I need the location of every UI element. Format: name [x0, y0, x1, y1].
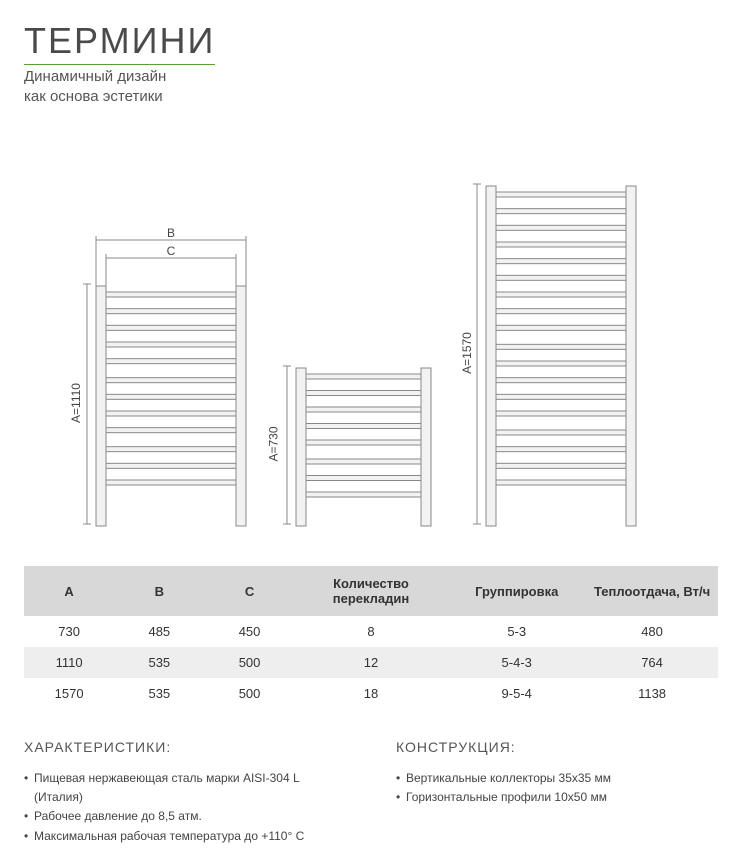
page-title: ТЕРМИНИ	[24, 20, 215, 65]
construction-list: Вертикальные коллекторы 35x35 ммГоризонт…	[396, 769, 718, 807]
table-header-cell: A	[24, 566, 114, 616]
table-header-cell: B	[114, 566, 204, 616]
specs-section: ХАРАКТЕРИСТИКИ: Пищевая нержавеющая стал…	[24, 739, 346, 846]
list-item: Рабочее давление до 8,5 атм.	[24, 807, 346, 826]
radiator-diagrams: BCA=1110 A=730 A=1570	[24, 136, 718, 546]
construction-section: КОНСТРУКЦИЯ: Вертикальные коллекторы 35x…	[396, 739, 718, 846]
table-cell: 8	[295, 616, 448, 647]
construction-title: КОНСТРУКЦИЯ:	[396, 739, 718, 755]
table-cell: 500	[204, 647, 294, 678]
table-cell: 1110	[24, 647, 114, 678]
subtitle-line-1: Динамичный дизайн	[24, 67, 718, 87]
radiator-diagram: BCA=1110	[94, 228, 248, 536]
table-header-cell: Группировка	[447, 566, 586, 616]
radiator-diagram: A=730	[294, 358, 433, 536]
radiator-diagram: A=1570	[484, 176, 638, 536]
list-item: Пищевая нержавеющая сталь марки AISI-304…	[24, 769, 346, 807]
table-header-cell: C	[204, 566, 294, 616]
table-header-row: ABCКоличество перекладинГруппировкаТепло…	[24, 566, 718, 616]
table-row: 1110535500125-4-3764	[24, 647, 718, 678]
table-cell: 450	[204, 616, 294, 647]
list-item: Максимальная рабочая температура до +110…	[24, 827, 346, 846]
detail-sections: ХАРАКТЕРИСТИКИ: Пищевая нержавеющая стал…	[24, 739, 718, 846]
svg-text:C: C	[167, 244, 176, 258]
table-header-cell: Теплоотдача, Вт/ч	[586, 566, 718, 616]
table-cell: 764	[586, 647, 718, 678]
table-row: 73048545085-3480	[24, 616, 718, 647]
subtitle-line-2: как основа эстетики	[24, 87, 718, 107]
specs-list: Пищевая нержавеющая сталь марки AISI-304…	[24, 769, 346, 846]
table-cell: 1570	[24, 678, 114, 709]
spec-table: ABCКоличество перекладинГруппировкаТепло…	[24, 566, 718, 709]
table-cell: 12	[295, 647, 448, 678]
specs-title: ХАРАКТЕРИСТИКИ:	[24, 739, 346, 755]
table-cell: 5-4-3	[447, 647, 586, 678]
table-cell: 1138	[586, 678, 718, 709]
table-cell: 480	[586, 616, 718, 647]
table-cell: 5-3	[447, 616, 586, 647]
table-body: 73048545085-34801110535500125-4-37641570…	[24, 616, 718, 709]
table-cell: 535	[114, 678, 204, 709]
table-cell: 730	[24, 616, 114, 647]
dimension-a-label: A=730	[267, 426, 281, 461]
table-row: 1570535500189-5-41138	[24, 678, 718, 709]
list-item: Горизонтальные профили 10x50 мм	[396, 788, 718, 807]
spec-table-container: ABCКоличество перекладинГруппировкаТепло…	[24, 566, 718, 709]
svg-text:B: B	[167, 228, 175, 240]
table-header-cell: Количество перекладин	[295, 566, 448, 616]
table-cell: 9-5-4	[447, 678, 586, 709]
table-cell: 500	[204, 678, 294, 709]
table-cell: 18	[295, 678, 448, 709]
list-item: Вертикальные коллекторы 35x35 мм	[396, 769, 718, 788]
table-cell: 535	[114, 647, 204, 678]
table-cell: 485	[114, 616, 204, 647]
page-subtitle: Динамичный дизайн как основа эстетики	[24, 67, 718, 106]
